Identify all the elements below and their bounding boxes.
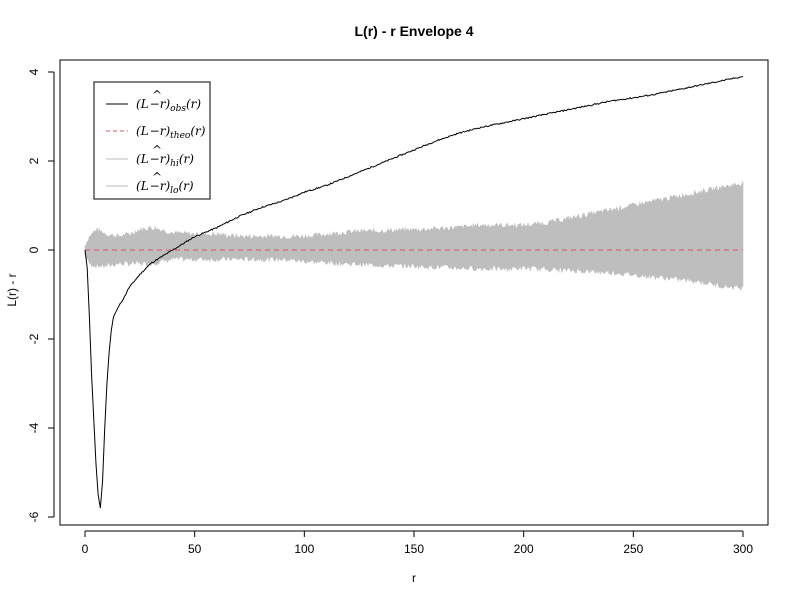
envelope-band — [84, 181, 744, 291]
legend-label-lo: (L−r)lo(r) — [136, 179, 194, 196]
x-axis-title: r — [412, 571, 416, 585]
axes: 0 50 100 150 200 250 300 -6 -4 -2 0 2 4 — [27, 68, 753, 556]
legend-label-hi: (L−r)hi(r) — [136, 152, 194, 169]
x-tick-label: 0 — [82, 542, 89, 556]
x-tick-label: 50 — [188, 542, 202, 556]
x-tick-label: 100 — [294, 542, 314, 556]
legend-hat-lo: ^ — [152, 170, 162, 184]
y-tick-label: 4 — [27, 68, 41, 75]
plot-area — [84, 75, 744, 509]
x-tick-label: 150 — [404, 542, 424, 556]
chart-title: L(r) - r Envelope 4 — [354, 23, 473, 39]
legend: (L−r)obs(r) ^ (L−r)theo(r) (L−r)hi(r) ^ … — [93, 81, 211, 200]
x-tick-label: 300 — [733, 542, 753, 556]
y-axis-title: L(r) - r — [5, 273, 19, 306]
series-obs-line — [84, 75, 744, 509]
x-tick-label: 250 — [623, 542, 643, 556]
legend-hat-hi: ^ — [152, 143, 162, 157]
y-tick-label: -6 — [27, 511, 41, 522]
legend-hat-obs: ^ — [152, 88, 162, 102]
plot-frame — [59, 59, 769, 526]
legend-label-obs: (L−r)obs(r) — [136, 97, 201, 114]
y-tick-label: -4 — [27, 422, 41, 433]
y-tick-label: -2 — [27, 333, 41, 344]
legend-box — [93, 81, 211, 200]
y-tick-label: 2 — [27, 157, 41, 164]
y-tick-label: 0 — [27, 246, 41, 253]
x-tick-label: 200 — [514, 542, 534, 556]
